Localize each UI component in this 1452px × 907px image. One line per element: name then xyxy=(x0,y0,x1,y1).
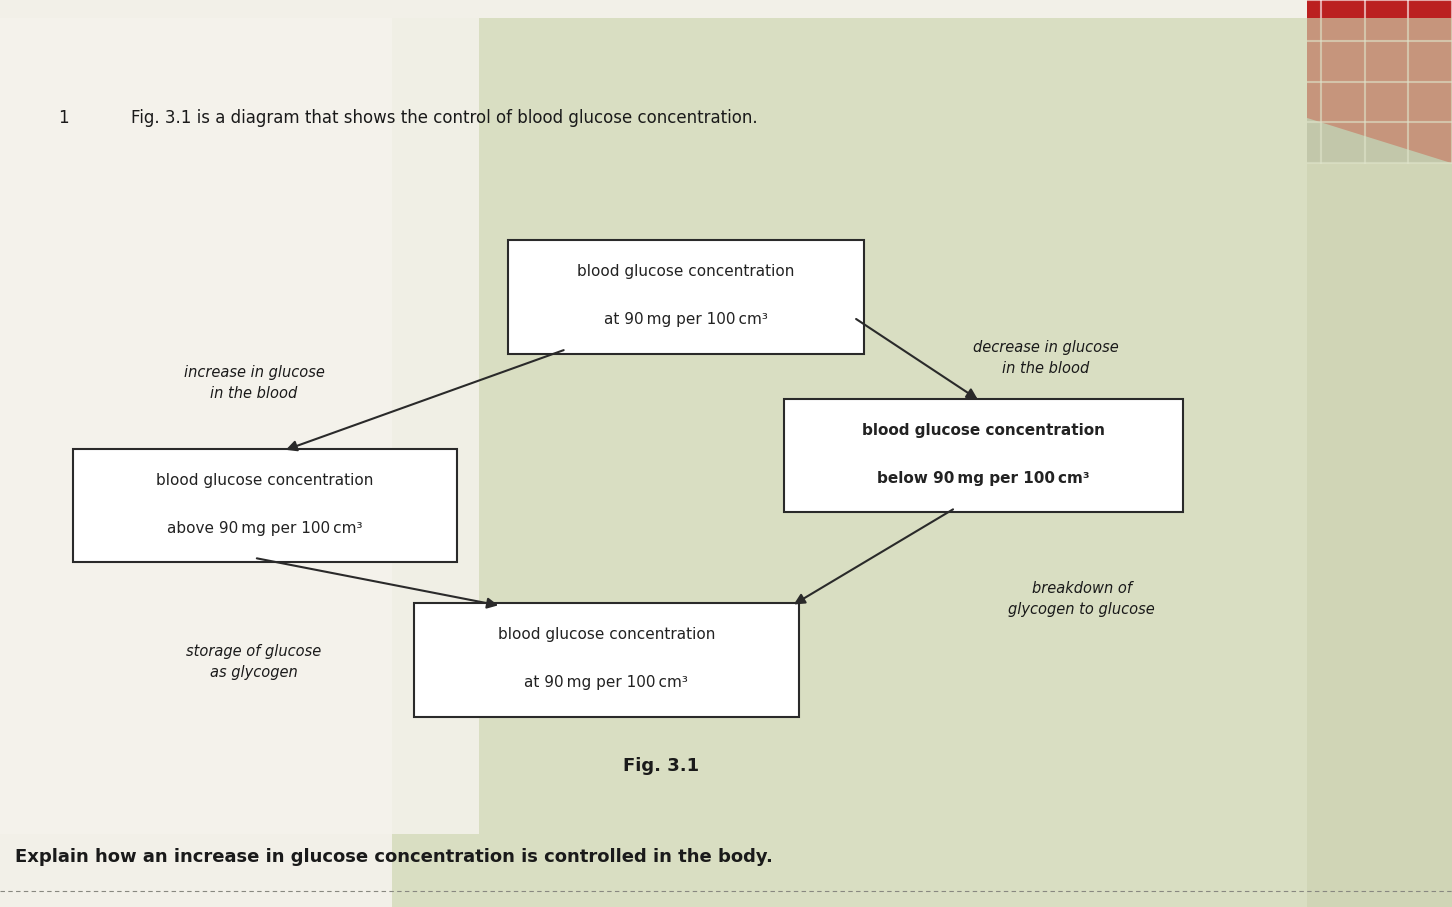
FancyBboxPatch shape xyxy=(0,18,479,834)
FancyBboxPatch shape xyxy=(392,18,1452,907)
Text: Explain how an increase in glucose concentration is controlled in the body.: Explain how an increase in glucose conce… xyxy=(15,848,772,866)
Text: storage of glucose
as glycogen: storage of glucose as glycogen xyxy=(186,644,322,680)
FancyBboxPatch shape xyxy=(414,603,799,717)
FancyBboxPatch shape xyxy=(784,399,1183,512)
Text: increase in glucose
in the blood: increase in glucose in the blood xyxy=(183,365,325,401)
Bar xyxy=(0,163,1452,907)
FancyBboxPatch shape xyxy=(73,449,457,562)
Text: 1: 1 xyxy=(58,109,68,127)
Polygon shape xyxy=(1278,0,1452,163)
Text: blood glucose concentration: blood glucose concentration xyxy=(157,473,373,488)
FancyBboxPatch shape xyxy=(508,240,864,354)
Text: blood glucose concentration: blood glucose concentration xyxy=(578,264,794,279)
Text: breakdown of
glycogen to glucose: breakdown of glycogen to glucose xyxy=(1008,580,1156,617)
Bar xyxy=(0,0,1452,163)
Text: blood glucose concentration: blood glucose concentration xyxy=(862,423,1105,438)
Text: Fig. 3.1: Fig. 3.1 xyxy=(623,757,698,775)
Text: at 90 mg per 100 cm³: at 90 mg per 100 cm³ xyxy=(524,675,688,690)
FancyBboxPatch shape xyxy=(0,0,1307,907)
Text: Fig. 3.1 is a diagram that shows the control of blood glucose concentration.: Fig. 3.1 is a diagram that shows the con… xyxy=(131,109,758,127)
Text: at 90 mg per 100 cm³: at 90 mg per 100 cm³ xyxy=(604,312,768,327)
Text: below 90 mg per 100 cm³: below 90 mg per 100 cm³ xyxy=(877,471,1090,486)
Text: blood glucose concentration: blood glucose concentration xyxy=(498,627,714,642)
Text: above 90 mg per 100 cm³: above 90 mg per 100 cm³ xyxy=(167,521,363,536)
Text: decrease in glucose
in the blood: decrease in glucose in the blood xyxy=(973,340,1118,376)
